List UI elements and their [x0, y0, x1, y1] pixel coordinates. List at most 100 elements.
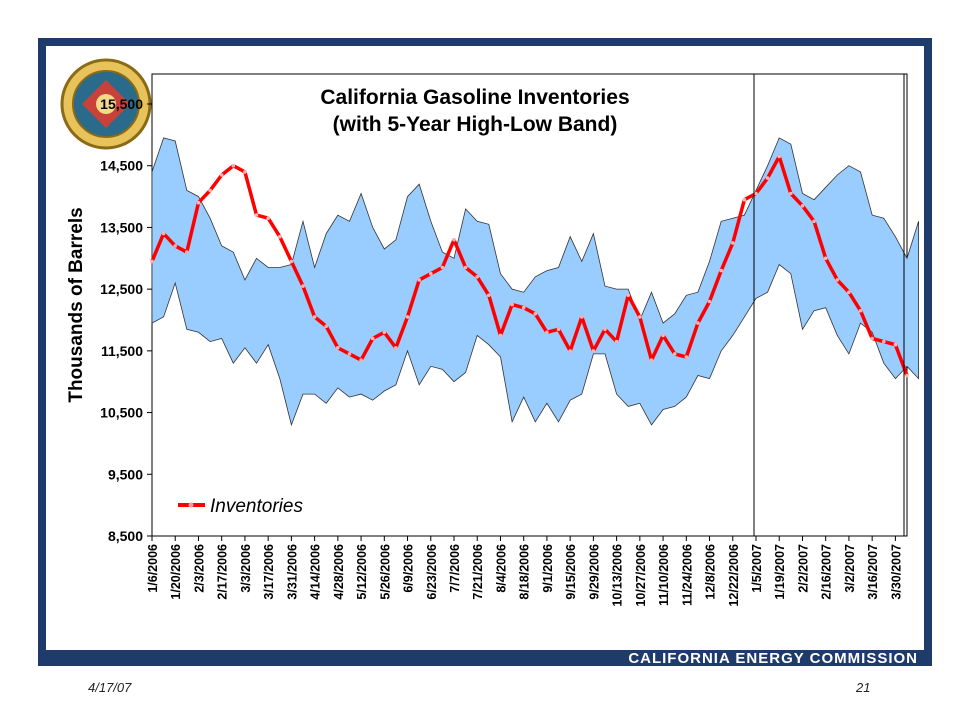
inventories-point [638, 315, 642, 319]
inventories-point [870, 336, 874, 341]
inventories-point [359, 358, 363, 362]
inventories-point [754, 191, 758, 196]
inventories-point [742, 197, 747, 202]
page-number: 21 [856, 680, 871, 695]
x-tick-label: 9/1/2006 [541, 544, 555, 593]
x-tick-label: 2/2/2007 [796, 544, 810, 593]
inventories-point [370, 336, 375, 341]
inventories-point [731, 241, 735, 245]
inventories-point [405, 315, 410, 319]
high-low-band [151, 137, 919, 427]
inventories-point [521, 305, 526, 310]
y-tick-label: 8,500 [108, 528, 143, 544]
inventories-point [219, 173, 224, 177]
inventories-point [777, 154, 781, 159]
inventories-point [696, 321, 700, 325]
inventories-point [649, 358, 654, 362]
chart-title: California Gasoline Inventories [320, 86, 629, 109]
inventories-point [498, 333, 503, 338]
inventories-point [672, 352, 677, 356]
x-tick-label: 3/2/2007 [843, 544, 857, 593]
inventories-point [278, 234, 282, 239]
inventories-point [789, 191, 793, 196]
high-low-band-layer [151, 137, 919, 427]
inventories-point [626, 293, 630, 298]
inventories-point [231, 163, 236, 168]
inventories-point [765, 176, 770, 180]
inventories-point [487, 293, 491, 298]
inventories-point [603, 327, 607, 332]
inventories-point [173, 244, 177, 248]
x-tick-label: 10/13/2006 [611, 544, 625, 607]
inventories-point [905, 373, 909, 378]
x-tick-label: 2/3/2006 [192, 544, 206, 593]
inventories-point [336, 346, 340, 350]
inventories-point [440, 265, 445, 270]
x-tick-label: 3/16/2007 [866, 544, 880, 600]
x-tick-label: 6/23/2006 [425, 544, 439, 600]
california-seal-icon [60, 58, 152, 150]
x-tick-label: 3/30/2007 [889, 544, 903, 600]
x-tick-label: 9/15/2006 [564, 544, 578, 600]
x-tick-label: 8/18/2006 [518, 544, 532, 600]
x-tick-label: 5/26/2006 [378, 544, 392, 600]
x-tick-label: 9/29/2006 [587, 544, 601, 600]
inventories-point [196, 200, 201, 205]
inventories-point [382, 330, 387, 335]
legend-label: Inventories [210, 496, 303, 517]
inventories-point [847, 290, 851, 295]
inventories-point [254, 213, 259, 217]
x-tick-label: 12/22/2006 [727, 544, 741, 607]
inventories-point [347, 352, 352, 356]
inventories-point [545, 330, 549, 335]
x-tick-label: 11/10/2006 [657, 544, 671, 606]
x-tick-label: 11/24/2006 [680, 544, 694, 606]
inventories-point [312, 315, 317, 319]
y-tick-label: 14,500 [100, 158, 143, 174]
y-axis: 8,500 9,500 10,500 11,500 12,500 13,500 14,500… [100, 96, 152, 544]
x-tick-label: 4/14/2006 [309, 544, 323, 600]
chart-subtitle: (with 5-Year High-Low Band) [333, 113, 618, 136]
x-axis: 1/6/2006 1/20/2006 2/3/2006 2/17/2006 3/3/20… [146, 536, 903, 607]
y-tick-label: 11,500 [101, 343, 143, 359]
inventories-point [893, 342, 898, 347]
inventories-point [556, 327, 561, 332]
x-tick-label: 8/4/2006 [494, 544, 508, 593]
inventories-point [882, 339, 886, 344]
inventories-point [463, 265, 468, 270]
organization-name: CALIFORNIA ENERGY COMMISSION [628, 650, 918, 667]
x-tick-label: 7/21/2006 [471, 544, 485, 600]
inventories-point [800, 204, 805, 208]
y-tick-label: 12,500 [100, 281, 143, 297]
x-tick-label: 4/28/2006 [332, 544, 346, 600]
x-tick-label: 5/12/2006 [355, 544, 369, 600]
inventories-point [591, 349, 596, 353]
x-tick-label: 3/17/2006 [262, 544, 276, 600]
inventories-point [243, 170, 247, 174]
inventories-line-layer [150, 154, 909, 378]
inventories-point [661, 333, 665, 338]
inventories-point [568, 349, 572, 353]
inventories-point [533, 312, 538, 316]
inventories-point [614, 339, 619, 344]
y-tick-label: 9,500 [108, 466, 143, 482]
x-tick-label: 3/31/2006 [285, 544, 299, 600]
x-tick-label: 1/20/2006 [169, 544, 183, 600]
inventories-point [417, 278, 422, 282]
inventories-point [394, 346, 398, 350]
x-tick-label: 2/17/2006 [216, 544, 230, 600]
inventories-point [324, 324, 329, 329]
inventories-point [161, 231, 166, 236]
inventories-point [429, 271, 433, 276]
legend: Inventories [178, 496, 303, 517]
inventories-point [150, 259, 154, 264]
x-tick-label: 1/19/2007 [773, 544, 787, 600]
inventories-point [707, 299, 712, 304]
inventories-point [510, 302, 514, 307]
y-tick-label: 10,500 [100, 405, 143, 421]
x-tick-label: 2/16/2007 [820, 544, 834, 600]
inventories-point [812, 219, 816, 224]
inventories-point [289, 259, 294, 264]
inventories-point [823, 256, 828, 261]
